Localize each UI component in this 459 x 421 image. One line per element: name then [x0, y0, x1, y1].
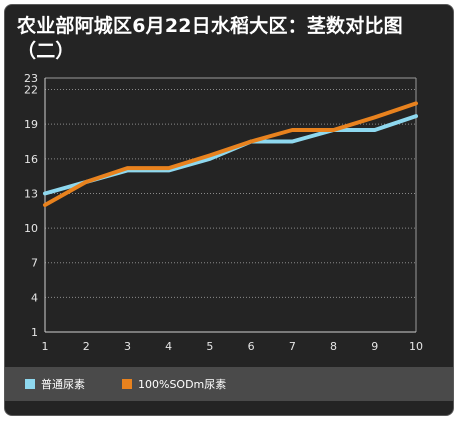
y-tick-label-19: 19	[24, 118, 38, 131]
x-tick-labels: 1 2 3 4 5 6 7 8 9 10	[42, 340, 424, 353]
y-tick-label-13: 13	[24, 187, 38, 200]
legend-item-series-1[interactable]: 普通尿素	[25, 367, 85, 401]
legend-label-series-2: 100%SODm尿素	[138, 378, 227, 391]
y-tick-label-10: 10	[24, 222, 38, 235]
y-tick-label-16: 16	[24, 153, 38, 166]
x-tick-label-9: 9	[371, 340, 378, 353]
x-tick-label-5: 5	[206, 340, 213, 353]
x-tick-label-3: 3	[124, 340, 131, 353]
axes	[44, 77, 417, 333]
x-tick-label-6: 6	[248, 340, 255, 353]
legend-swatch-series-1	[25, 379, 35, 389]
x-tick-label-1: 1	[42, 340, 49, 353]
series-line-2	[43, 101, 418, 207]
legend-item-series-2[interactable]: 100%SODm尿素	[122, 367, 226, 401]
y-tick-label-4: 4	[31, 291, 38, 304]
chart-card: 农业部阿城区6月22日水稻大区：茎数对比图（二） 1 4 7 10 13 16 19 22 23…	[4, 4, 454, 416]
x-tick-label-10: 10	[409, 340, 423, 353]
y-tick-label-7: 7	[31, 257, 38, 270]
series-line-1	[43, 114, 418, 196]
y-tick-label-22: 22	[24, 84, 38, 97]
data-series	[43, 101, 418, 207]
x-tick-label-7: 7	[289, 340, 296, 353]
x-tick-label-2: 2	[83, 340, 90, 353]
y-tick-label-23: 23	[24, 72, 38, 85]
chart-title: 农业部阿城区6月22日水稻大区：茎数对比图（二）	[17, 15, 403, 62]
legend-label-series-1: 普通尿素	[41, 378, 85, 391]
legend-swatch-series-2	[122, 379, 132, 389]
chart-legend: 普通尿素 100%SODm尿素	[5, 367, 453, 401]
x-tick-label-4: 4	[165, 340, 172, 353]
x-tick-label-8: 8	[330, 340, 337, 353]
y-tick-label-1: 1	[31, 326, 38, 339]
